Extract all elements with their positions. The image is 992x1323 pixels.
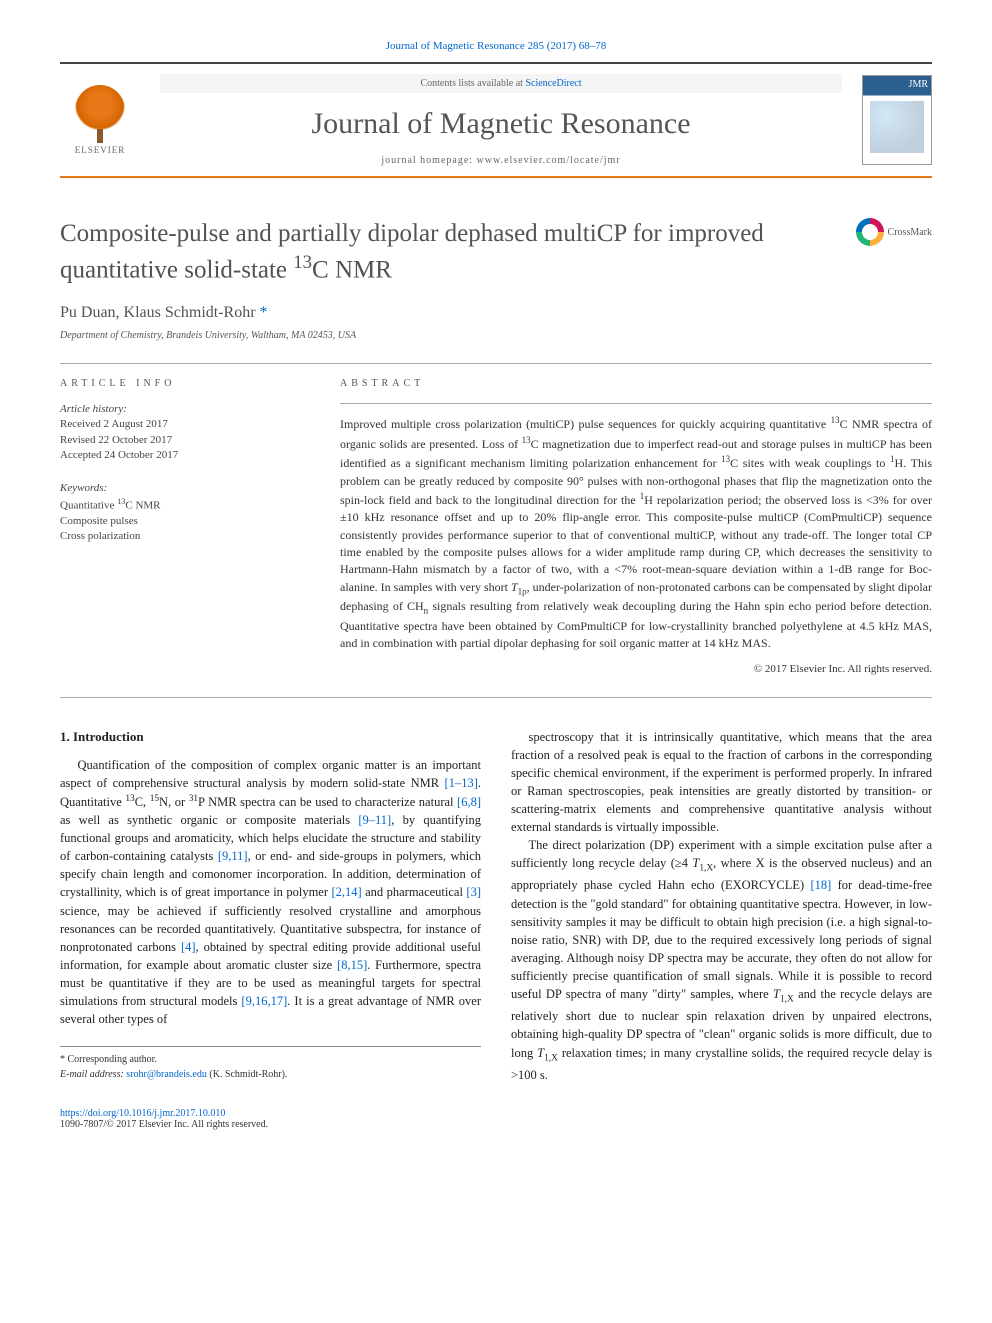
doi-link[interactable]: https://doi.org/10.1016/j.jmr.2017.10.01… xyxy=(60,1108,225,1119)
author-list: Pu Duan, Klaus Schmidt-Rohr * xyxy=(60,304,932,322)
elsevier-tree-icon xyxy=(75,85,125,135)
journal-cover-thumbnail: JMR xyxy=(862,75,932,165)
homepage-url[interactable]: www.elsevier.com/locate/jmr xyxy=(477,155,621,166)
issn-copyright: 1090-7807/© 2017 Elsevier Inc. All right… xyxy=(60,1119,268,1130)
divider xyxy=(60,697,932,698)
divider xyxy=(60,363,932,364)
contents-prefix: Contents lists available at xyxy=(420,78,525,89)
email-label: E-mail address: xyxy=(60,1069,126,1080)
keyword: Quantitative 13C NMR xyxy=(60,496,300,514)
keyword: Composite pulses xyxy=(60,514,300,529)
journal-homepage: journal homepage: www.elsevier.com/locat… xyxy=(160,155,842,166)
article-info-label: ARTICLE INFO xyxy=(60,378,300,389)
body-para: The direct polarization (DP) experiment … xyxy=(511,836,932,1084)
history-heading: Article history: xyxy=(60,403,300,415)
abstract-label: ABSTRACT xyxy=(340,378,932,389)
history-received: Received 2 August 2017 xyxy=(60,417,300,432)
abstract-copyright: © 2017 Elsevier Inc. All rights reserved… xyxy=(340,663,932,675)
email-suffix: (K. Schmidt-Rohr). xyxy=(207,1069,288,1080)
keywords-heading: Keywords: xyxy=(60,482,300,494)
cover-art-icon xyxy=(870,101,924,154)
body-para: spectroscopy that it is intrinsically qu… xyxy=(511,728,932,837)
corr-author-line: * Corresponding author. xyxy=(60,1053,481,1068)
publisher-logo: ELSEVIER xyxy=(60,80,140,160)
history-revised: Revised 22 October 2017 xyxy=(60,433,300,448)
body-para: Quantification of the composition of com… xyxy=(60,756,481,1028)
masthead: ELSEVIER Contents lists available at Sci… xyxy=(60,62,932,178)
corresponding-footnote: * Corresponding author. E-mail address: … xyxy=(60,1046,481,1082)
page-footer: https://doi.org/10.1016/j.jmr.2017.10.01… xyxy=(60,1108,932,1130)
sciencedirect-link[interactable]: ScienceDirect xyxy=(525,78,581,89)
corr-email-link[interactable]: srohr@brandeis.edu xyxy=(126,1069,207,1080)
divider xyxy=(340,403,932,404)
crossmark-label: CrossMark xyxy=(888,227,932,238)
body-text: 1. Introduction Quantification of the co… xyxy=(60,728,932,1084)
section-heading-intro: 1. Introduction xyxy=(60,728,481,747)
article-title: Composite-pulse and partially dipolar de… xyxy=(60,218,836,286)
publisher-name: ELSEVIER xyxy=(75,145,126,155)
affiliation: Department of Chemistry, Brandeis Univer… xyxy=(60,330,932,341)
history-accepted: Accepted 24 October 2017 xyxy=(60,448,300,463)
keyword: Cross polarization xyxy=(60,529,300,544)
crossmark-icon xyxy=(856,218,884,246)
crossmark-badge[interactable]: CrossMark xyxy=(856,218,932,246)
top-citation: Journal of Magnetic Resonance 285 (2017)… xyxy=(60,40,932,52)
contents-list-line: Contents lists available at ScienceDirec… xyxy=(160,74,842,93)
journal-name: Journal of Magnetic Resonance xyxy=(160,107,842,141)
abstract-text: Improved multiple cross polarization (mu… xyxy=(340,414,932,652)
